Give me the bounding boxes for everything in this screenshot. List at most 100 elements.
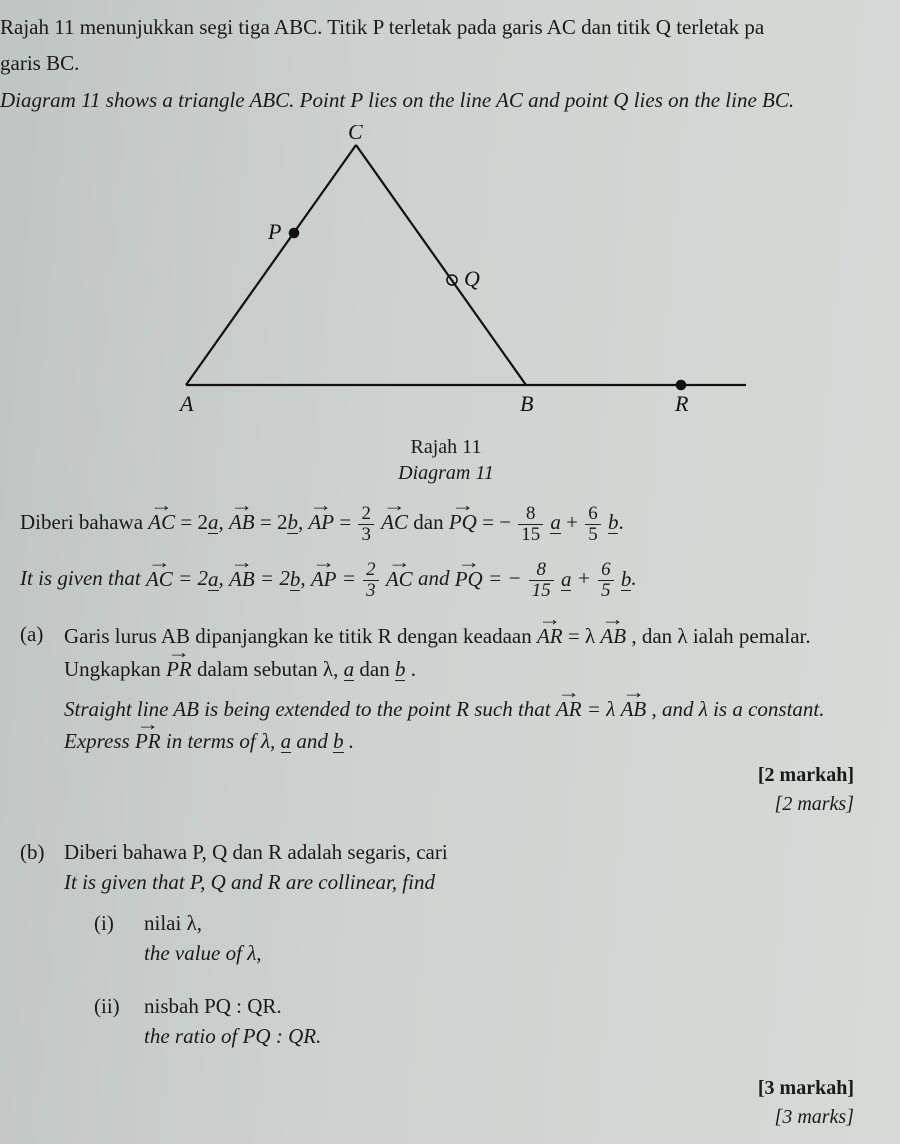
sym-a-en2: a xyxy=(561,569,572,591)
num-6: 6 xyxy=(585,504,600,525)
minus-en: − xyxy=(507,567,526,591)
den-3: 3 xyxy=(358,525,373,545)
sym-b2: b xyxy=(608,512,619,534)
figure-caption: Rajah 11 Diagram 11 xyxy=(0,434,892,486)
intro-en: Diagram 11 shows a triangle ABC. Point P… xyxy=(0,85,892,115)
a-ms-2mid: dalam sebutan λ, xyxy=(197,657,344,681)
a-en-eq: = λ xyxy=(587,697,621,721)
vec-ab-en-a: AB xyxy=(621,692,647,724)
caption-en: Diagram 11 xyxy=(398,462,494,484)
part-a: (a) Garis lurus AB dipanjangkan ke titik… xyxy=(20,619,892,757)
sym-a2: a xyxy=(550,512,561,534)
part-b-i: (i) nilai λ, the value of λ, xyxy=(94,908,874,969)
a-ms-a: a xyxy=(344,659,355,681)
b-ii-en: the ratio of PQ : QR. xyxy=(144,1021,874,1051)
vec-pq: PQ xyxy=(449,505,477,537)
txt-eq-en: = 2 xyxy=(173,567,208,591)
given-en-prefix: It is given that xyxy=(20,567,146,591)
num-6-en: 6 xyxy=(598,560,613,581)
part-b-body: Diberi bahawa P, Q dan R adalah segaris,… xyxy=(64,837,892,1056)
svg-text:A: A xyxy=(178,391,194,416)
part-a-body: Garis lurus AB dipanjangkan ke titik R d… xyxy=(64,619,892,757)
vec-ab: AB xyxy=(229,505,255,537)
b-ii-body: nisbah PQ : QR. the ratio of PQ : QR. xyxy=(144,991,874,1052)
a-ms-b: b xyxy=(395,659,406,681)
b-i-body: nilai λ, the value of λ, xyxy=(144,908,874,969)
intro-ms-line1: Rajah 11 menunjukkan segi tiga ABC. Titi… xyxy=(0,12,892,42)
den-5: 5 xyxy=(585,525,600,545)
b-ms: Diberi bahawa P, Q dan R adalah segaris,… xyxy=(64,837,874,867)
part-b-marks-en: [3 marks] xyxy=(0,1103,892,1132)
a-ms-2pre: Ungkapkan xyxy=(64,657,166,681)
b-en: It is given that P, Q and R are collinea… xyxy=(64,867,874,897)
plus-en: + xyxy=(571,567,596,591)
vec-ac-2: AC xyxy=(381,505,408,537)
intro-ms-line2: garis BC. xyxy=(0,48,892,78)
frac-2-3: 23 xyxy=(358,504,373,545)
b-ii-label: (ii) xyxy=(94,991,144,1052)
frac-8-15: 815 xyxy=(518,504,543,545)
vec-ar: AR xyxy=(537,619,563,651)
a-ms-and: dan xyxy=(359,657,395,681)
given-ms-prefix: Diberi bahawa xyxy=(20,510,148,534)
svg-text:P: P xyxy=(267,219,281,244)
svg-text:B: B xyxy=(520,391,533,416)
b-ii-ms: nisbah PQ : QR. xyxy=(144,991,874,1021)
sym-b-en: b xyxy=(290,569,301,591)
part-a-ms: Garis lurus AB dipanjangkan ke titik R d… xyxy=(64,619,874,684)
svg-text:R: R xyxy=(674,391,689,416)
caption-ms: Rajah 11 xyxy=(411,436,482,458)
frac-2-3-en: 23 xyxy=(363,560,378,601)
figure-wrap: C P Q A B R Rajah 11 Diagram 11 xyxy=(0,125,892,485)
part-a-marks-ms: [2 markah] xyxy=(0,761,892,790)
a-ms-tail: , dan λ ialah pemalar. xyxy=(631,624,810,648)
a-en-and: and xyxy=(296,729,333,753)
plus: + xyxy=(561,510,583,534)
a-en-b: b xyxy=(333,731,344,753)
a-ms-end: . xyxy=(411,657,416,681)
dan: dan xyxy=(413,510,449,534)
txt-eq-en2: = 2 xyxy=(255,567,290,591)
num-8: 8 xyxy=(518,504,543,525)
a-en-tail: , and λ is a constant. xyxy=(651,697,824,721)
sym-a-en: a xyxy=(208,569,219,591)
frac-8-15-en: 815 xyxy=(529,560,554,601)
num-8-en: 8 xyxy=(529,560,554,581)
dot1: . xyxy=(618,510,623,534)
svg-text:C: C xyxy=(348,125,363,144)
num-2: 2 xyxy=(358,504,373,525)
a-en-end: . xyxy=(349,729,354,753)
given-en: It is given that AC = 2a, AB = 2b, AP = … xyxy=(20,560,892,601)
given-ms: Diberi bahawa AC = 2a, AB = 2b, AP = 23 … xyxy=(20,504,892,545)
a-en-2pre: Express xyxy=(64,729,135,753)
b-i-label: (i) xyxy=(94,908,144,969)
exam-page: Rajah 11 menunjukkan segi tiga ABC. Titi… xyxy=(0,0,900,1144)
part-a-marks-en: [2 marks] xyxy=(0,790,892,819)
sym-b: b xyxy=(287,512,298,534)
dot2: . xyxy=(631,567,636,591)
a-ms-1: Garis lurus AB dipanjangkan ke titik R d… xyxy=(64,624,537,648)
den-15-en: 15 xyxy=(529,581,554,601)
txt-eq: = 2 xyxy=(175,510,208,534)
svg-text:Q: Q xyxy=(464,266,480,291)
part-b-label: (b) xyxy=(20,837,64,1056)
vec-pr: PR xyxy=(166,652,192,684)
vec-ar-en: AR xyxy=(556,692,582,724)
a-en-a: a xyxy=(281,731,292,753)
den-3-en: 3 xyxy=(363,581,378,601)
vec-ac-en: AC xyxy=(146,562,173,594)
den-15: 15 xyxy=(518,525,543,545)
b-i-en: the value of λ, xyxy=(144,938,874,968)
vec-ap-en: AP xyxy=(311,562,337,594)
sym-a: a xyxy=(208,512,219,534)
txt-eq2: = 2 xyxy=(255,510,288,534)
b-i-ms: nilai λ, xyxy=(144,908,874,938)
vec-pq-en: PQ xyxy=(455,562,483,594)
vec-ab-en: AB xyxy=(229,562,255,594)
frac-6-5: 65 xyxy=(585,504,600,545)
part-a-en: Straight line AB is being extended to th… xyxy=(64,692,874,757)
part-b-marks-ms: [3 markah] xyxy=(0,1074,892,1103)
minus: − xyxy=(499,510,516,534)
sym-b-en2: b xyxy=(621,569,632,591)
num-2-en: 2 xyxy=(363,560,378,581)
